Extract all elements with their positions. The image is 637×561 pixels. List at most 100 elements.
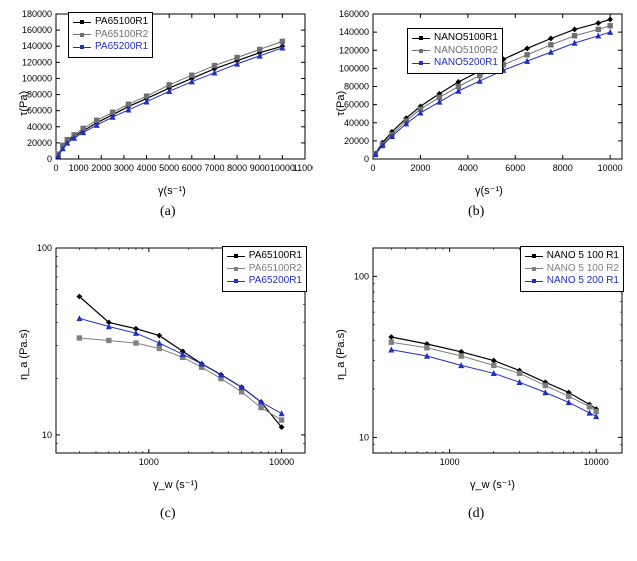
legend-swatch — [412, 50, 430, 51]
svg-text:9000: 9000 — [250, 163, 270, 173]
svg-text:6000: 6000 — [182, 163, 202, 173]
ylabel-b: τ(Pa) — [335, 91, 347, 116]
xlabel-b: γ(s⁻¹) — [475, 184, 503, 197]
legend-swatch — [227, 256, 245, 257]
svg-text:60000: 60000 — [27, 106, 52, 116]
svg-text:100: 100 — [354, 271, 369, 281]
svg-text:11000: 11000 — [293, 163, 313, 173]
svg-text:10: 10 — [42, 430, 52, 440]
svg-text:80000: 80000 — [344, 82, 369, 92]
chart-a-svg: 0100020003000400050006000700080009000100… — [8, 6, 313, 181]
legend-row: PA65200R1 — [227, 275, 302, 288]
svg-text:2000: 2000 — [91, 163, 111, 173]
svg-text:80000: 80000 — [27, 90, 52, 100]
legend-row: NANO5200R1 — [412, 57, 498, 70]
legend-label: NANO 5 200 R1 — [547, 275, 619, 288]
legend-swatch — [73, 22, 91, 23]
svg-text:140000: 140000 — [22, 41, 52, 51]
svg-text:100: 100 — [37, 243, 52, 253]
caption-a: (a) — [160, 204, 176, 220]
legend-row: NANO5100R1 — [412, 32, 498, 45]
svg-text:7000: 7000 — [204, 163, 224, 173]
legend-label: PA65100R2 — [95, 29, 148, 42]
legend-swatch — [525, 268, 543, 269]
xlabel-a: γ(s⁻¹) — [158, 184, 186, 197]
svg-text:4000: 4000 — [458, 163, 478, 173]
svg-text:120000: 120000 — [22, 57, 52, 67]
panel-d: 1000 10000 10 100 NANO 5 100 R1NANO 5 100 R… — [325, 240, 630, 500]
legend-swatch — [412, 38, 430, 39]
svg-text:100000: 100000 — [339, 63, 369, 73]
svg-text:120000: 120000 — [339, 45, 369, 55]
legend-swatch — [227, 268, 245, 269]
svg-text:3000: 3000 — [114, 163, 134, 173]
svg-text:180000: 180000 — [22, 9, 52, 19]
legend-d: NANO 5 100 R1NANO 5 100 R2NANO 5 200 R1 — [520, 246, 624, 292]
svg-text:10000: 10000 — [598, 163, 623, 173]
legend-swatch — [525, 281, 543, 282]
svg-text:10: 10 — [359, 432, 369, 442]
legend-label: NANO5100R1 — [434, 32, 498, 45]
svg-text:40000: 40000 — [344, 118, 369, 128]
legend-row: NANO5100R2 — [412, 45, 498, 58]
legend-label: PA65200R1 — [95, 41, 148, 54]
svg-text:8000: 8000 — [227, 163, 247, 173]
svg-text:0: 0 — [47, 154, 52, 164]
svg-text:2000: 2000 — [410, 163, 430, 173]
panel-c: 1000 10000 10 100 PA65100R1PA65100R2PA65200… — [8, 240, 313, 500]
svg-text:0: 0 — [53, 163, 58, 173]
legend-swatch — [227, 281, 245, 282]
svg-text:1000: 1000 — [440, 457, 460, 467]
legend-label: NANO5100R2 — [434, 45, 498, 58]
legend-row: NANO 5 200 R1 — [525, 275, 619, 288]
legend-row: PA65100R2 — [73, 29, 148, 42]
svg-text:10000: 10000 — [270, 163, 295, 173]
svg-text:100000: 100000 — [22, 73, 52, 83]
legend-b: NANO5100R1NANO5100R2NANO5200R1 — [407, 28, 503, 74]
figure-wrap: 0100020003000400050006000700080009000100… — [0, 0, 637, 561]
xlabel-c: γ_w (s⁻¹) — [153, 478, 198, 491]
svg-text:1000: 1000 — [69, 163, 89, 173]
svg-text:6000: 6000 — [505, 163, 525, 173]
svg-text:140000: 140000 — [339, 27, 369, 37]
svg-text:60000: 60000 — [344, 100, 369, 110]
svg-text:5000: 5000 — [159, 163, 179, 173]
svg-text:10000: 10000 — [269, 457, 294, 467]
legend-swatch — [525, 256, 543, 257]
svg-text:10000: 10000 — [584, 457, 609, 467]
caption-d: (d) — [468, 506, 484, 522]
svg-text:160000: 160000 — [339, 9, 369, 19]
legend-row: NANO 5 100 R1 — [525, 250, 619, 263]
ylabel-a: τ(Pa) — [18, 91, 30, 116]
svg-text:20000: 20000 — [27, 138, 52, 148]
svg-text:1000: 1000 — [139, 457, 159, 467]
legend-c: PA65100R1PA65100R2PA65200R1 — [222, 246, 307, 292]
svg-text:8000: 8000 — [553, 163, 573, 173]
svg-text:20000: 20000 — [344, 136, 369, 146]
legend-label: PA65100R2 — [249, 263, 302, 276]
ylabel-d: η_a (Pa.s) — [335, 329, 347, 380]
ylabel-c: η_a (Pa.s) — [18, 329, 30, 380]
panel-a: 0100020003000400050006000700080009000100… — [8, 6, 313, 206]
legend-row: PA65100R1 — [73, 16, 148, 29]
legend-label: NANO5200R1 — [434, 57, 498, 70]
legend-row: PA65200R1 — [73, 41, 148, 54]
caption-b: (b) — [468, 204, 484, 220]
svg-text:160000: 160000 — [22, 25, 52, 35]
legend-a: PA65100R1PA65100R2PA65200R1 — [68, 12, 153, 58]
legend-label: PA65100R1 — [95, 16, 148, 29]
panel-b: 0200040006000800010000020000400006000080… — [325, 6, 630, 206]
legend-row: PA65100R1 — [227, 250, 302, 263]
legend-swatch — [73, 34, 91, 35]
legend-label: NANO 5 100 R2 — [547, 263, 619, 276]
xlabel-d: γ_w (s⁻¹) — [470, 478, 515, 491]
svg-text:0: 0 — [370, 163, 375, 173]
legend-swatch — [412, 63, 430, 64]
svg-text:4000: 4000 — [137, 163, 157, 173]
svg-text:40000: 40000 — [27, 122, 52, 132]
svg-text:0: 0 — [364, 154, 369, 164]
caption-c: (c) — [160, 506, 176, 522]
legend-label: PA65100R1 — [249, 250, 302, 263]
legend-label: NANO 5 100 R1 — [547, 250, 619, 263]
legend-row: NANO 5 100 R2 — [525, 263, 619, 276]
